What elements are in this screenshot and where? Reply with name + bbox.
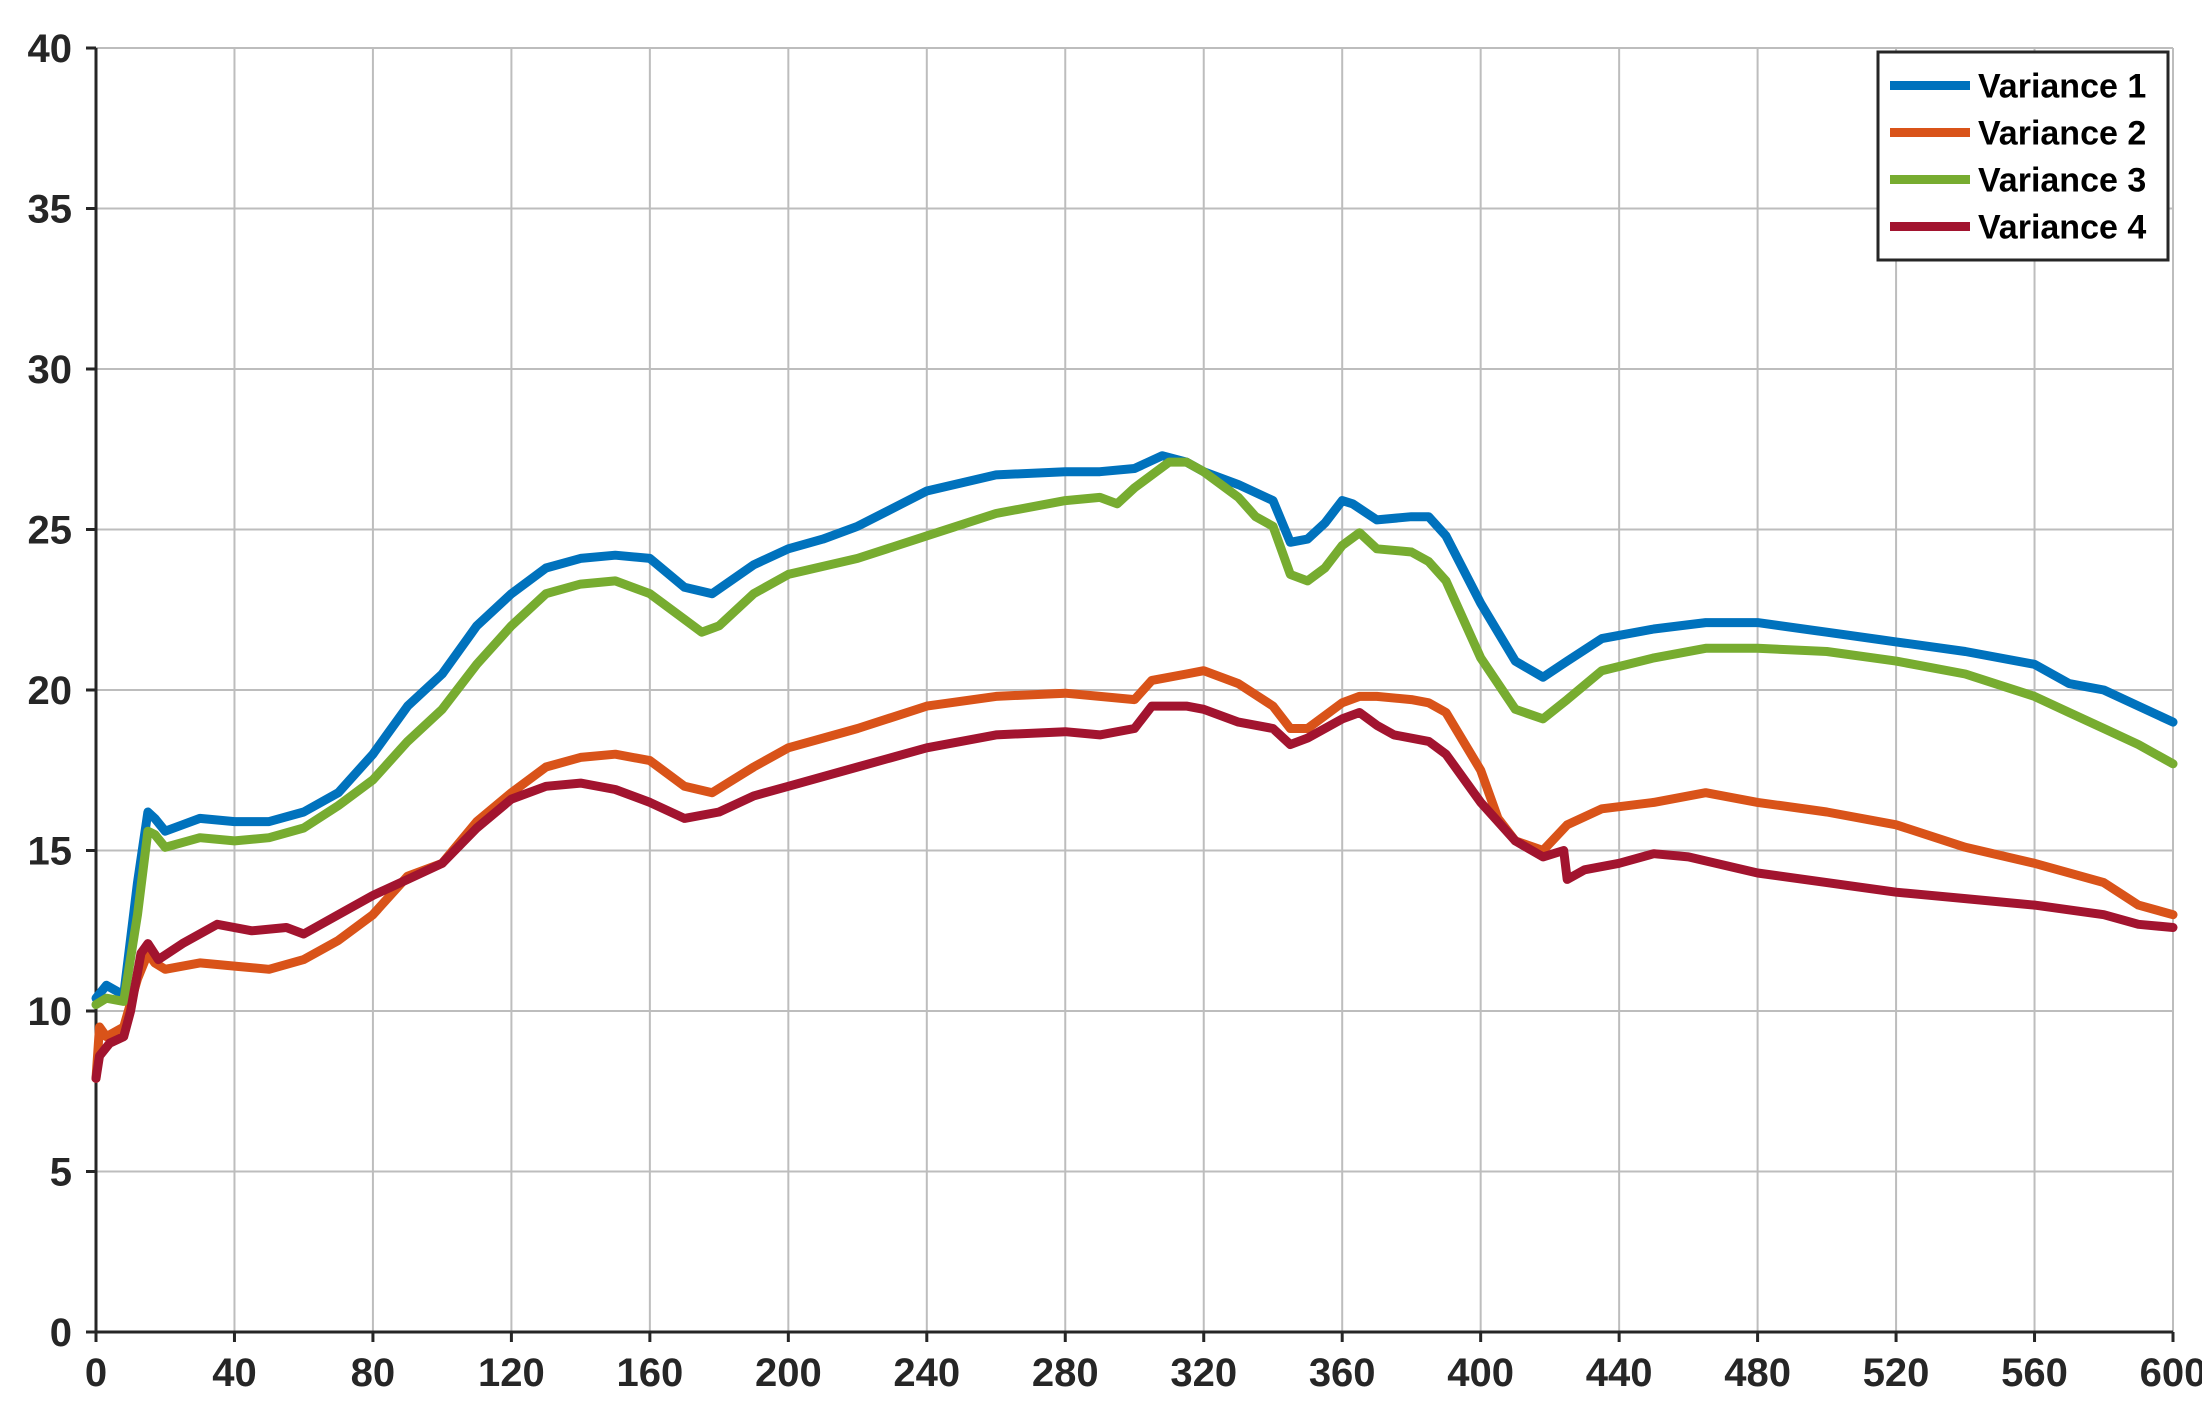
- x-tick-label: 200: [755, 1351, 822, 1395]
- x-tick-label: 160: [616, 1351, 683, 1395]
- series-line-variance-4: [91, 701, 2178, 1083]
- x-tick-label: 0: [85, 1351, 107, 1395]
- y-tick-label: 15: [28, 830, 73, 874]
- y-tick-label: 30: [28, 348, 73, 392]
- x-tick-label: 120: [478, 1351, 545, 1395]
- x-tick-label: 480: [1724, 1351, 1791, 1395]
- series-line-variance-1: [91, 451, 2178, 1003]
- x-tick-label: 280: [1032, 1351, 1099, 1395]
- x-tick-label: 520: [1863, 1351, 1930, 1395]
- x-tick-label: 560: [2001, 1351, 2068, 1395]
- legend-label-variance-1: Variance 1: [1978, 68, 2146, 106]
- axes: 0 40 80 120 160 200 240 280 320 360 400 440 480 520 56…: [28, 27, 2202, 1395]
- series-line-variance-2: [91, 666, 2178, 1083]
- x-tick-label: 80: [351, 1351, 396, 1395]
- x-tick-label: 600: [2140, 1351, 2202, 1395]
- y-tick-label: 20: [28, 669, 73, 713]
- grid: [95, 47, 2174, 1333]
- y-tick-label: 10: [28, 990, 73, 1034]
- legend-label-variance-2: Variance 2: [1978, 115, 2146, 153]
- y-tick-label: 5: [50, 1151, 72, 1195]
- series-lines: [91, 451, 2178, 1083]
- legend: Variance 1 Variance 2 Variance 3 Variance 4: [1876, 50, 2170, 262]
- y-tick-label: 40: [28, 27, 73, 71]
- x-tick-label: 360: [1309, 1351, 1376, 1395]
- x-tick-label: 40: [212, 1351, 257, 1395]
- legend-label-variance-3: Variance 3: [1978, 162, 2146, 200]
- y-tick-label: 0: [50, 1311, 72, 1355]
- x-tick-label: 400: [1447, 1351, 1514, 1395]
- y-tick-label: 35: [28, 188, 73, 232]
- x-tick-label: 440: [1586, 1351, 1653, 1395]
- x-tick-label: 320: [1170, 1351, 1237, 1395]
- legend-label-variance-4: Variance 4: [1978, 209, 2146, 247]
- x-tick-label: 240: [893, 1351, 960, 1395]
- series-line-variance-3: [91, 457, 2178, 1010]
- y-tick-label: 25: [28, 509, 73, 553]
